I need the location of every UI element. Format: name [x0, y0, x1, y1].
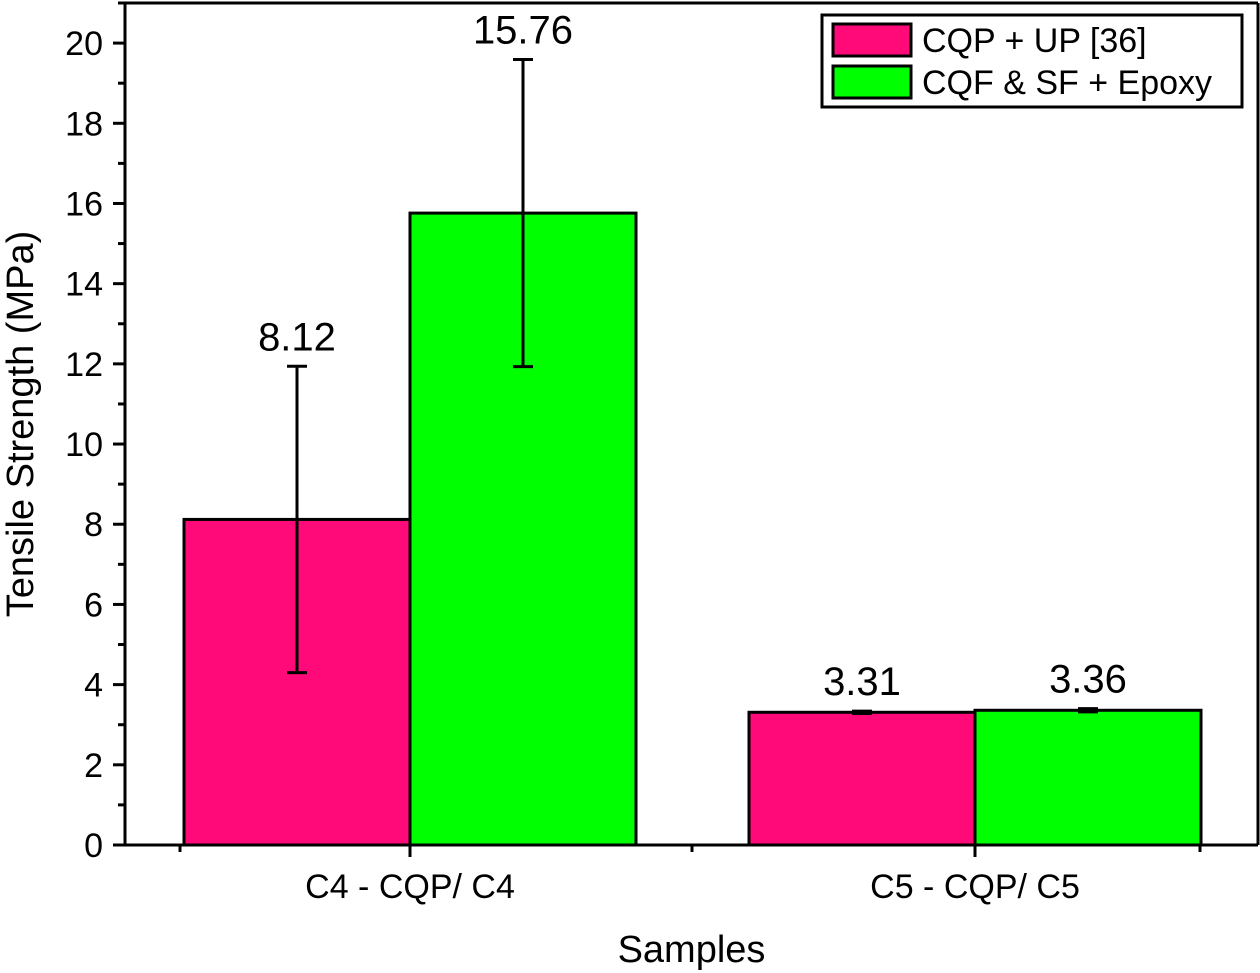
x-axis-title: Samples: [618, 929, 766, 971]
y-tick-label: 12: [65, 346, 103, 384]
y-tick-label: 4: [84, 667, 103, 705]
bar-cqf-sf-epoxy-c5: [973, 708, 1203, 847]
x-tick-label: C5 - CQP/ C5: [870, 868, 1080, 906]
x-tick-label: C4 - CQP/ C4: [305, 868, 515, 906]
data-label: 8.12: [258, 315, 336, 359]
axes: C4 - CQP/ C4 C5 - CQP/ C5 0 2 4 6 8 10 12 14 16 18 2…: [65, 1, 1260, 906]
y-tick-label: 2: [84, 747, 103, 785]
legend-label: CQF & SF + Epoxy: [922, 64, 1212, 102]
data-label: 15.76: [473, 9, 573, 53]
data-label: 3.36: [1049, 658, 1127, 702]
y-tick-label: 14: [65, 266, 103, 304]
y-tick-label: 18: [65, 105, 103, 143]
y-tick-label: 8: [84, 506, 103, 544]
y-tick-label: 10: [65, 426, 103, 464]
y-tick-label: 6: [84, 586, 103, 624]
legend: CQP + UP [36] CQF & SF + Epoxy: [820, 13, 1244, 109]
legend-swatch: [831, 22, 913, 58]
plot-area: 8.12 15.76 3.31 3.36: [182, 9, 1203, 847]
y-tick-label: 0: [84, 827, 103, 865]
y-axis-title: Tensile Strength (MPa): [0, 231, 42, 618]
legend-label: CQP + UP [36]: [922, 22, 1147, 60]
data-label: 3.31: [823, 660, 901, 704]
legend-swatch: [831, 64, 913, 100]
bar-cqp-up-c5: [747, 710, 977, 847]
y-tick-label: 16: [65, 185, 103, 223]
y-tick-label: 20: [65, 25, 103, 63]
